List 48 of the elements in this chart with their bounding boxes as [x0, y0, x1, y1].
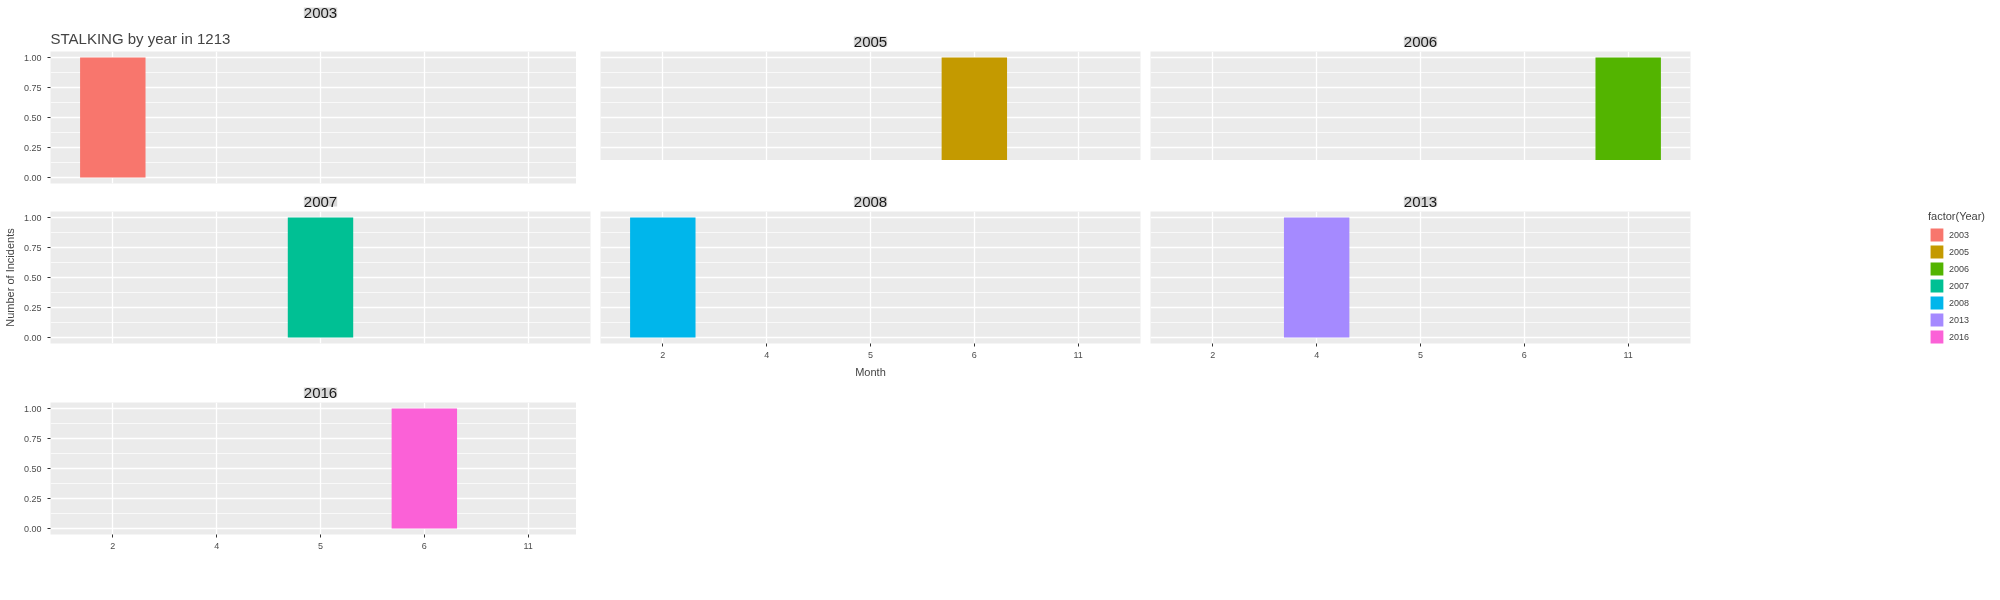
y-tick-label: 1.00 — [23, 52, 42, 63]
y-tick-label: 0.75 — [23, 242, 42, 253]
y-tick-label: 0.25 — [23, 493, 42, 504]
y-tick-label: 0.50 — [23, 272, 42, 283]
y-tick-label: 0.00 — [23, 172, 42, 183]
text: 2003 — [303, 3, 338, 21]
x-axis-title: Month — [855, 365, 886, 378]
x-tick-label: 5 — [868, 349, 874, 360]
y-tick-label: 0.50 — [23, 112, 42, 123]
legend-label: 2013 — [1948, 313, 1969, 327]
y-tick-label: 1.00 — [23, 212, 42, 223]
text: 2008 — [853, 192, 888, 210]
y-tick-label: 0.25 — [23, 302, 42, 313]
text: 2007 — [303, 192, 338, 210]
y-tick-label: 0.00 — [23, 523, 42, 534]
chart-title: STALKING by year in 1213 — [50, 29, 231, 47]
x-tick-label: 4 — [214, 540, 220, 551]
legend-label: 2005 — [1948, 245, 1969, 259]
legend-label: 2006 — [1948, 262, 1969, 276]
legend-label: 2003 — [1948, 228, 1969, 242]
y-tick-label: 0.25 — [23, 142, 42, 153]
x-tick-label: 2 — [660, 349, 666, 360]
text: 2005 — [853, 32, 888, 50]
y-tick-label: 0.75 — [23, 433, 42, 444]
text: 2006 — [1403, 32, 1438, 50]
legend-label: 2016 — [1948, 330, 1969, 344]
text: 2013 — [1403, 192, 1438, 210]
x-tick-label: 11 — [1623, 349, 1633, 360]
y-tick-label: 0.00 — [23, 332, 42, 343]
x-tick-label: 2 — [110, 540, 116, 551]
x-tick-label: 5 — [1418, 349, 1424, 360]
legend-title: factor(Year) — [1927, 209, 1986, 222]
legend-label: 2007 — [1948, 279, 1969, 293]
x-tick-label: 6 — [421, 540, 427, 551]
y-tick-label: 0.75 — [23, 82, 42, 93]
x-tick-label: 6 — [1521, 349, 1527, 360]
x-tick-label: 11 — [1073, 349, 1083, 360]
text: 2016 — [303, 383, 338, 401]
x-tick-label: 11 — [523, 540, 533, 551]
y-tick-label: 1.00 — [23, 403, 42, 414]
x-tick-label: 4 — [764, 349, 770, 360]
y-tick-label: 0.50 — [23, 463, 42, 474]
x-tick-label: 4 — [1314, 349, 1320, 360]
y-axis-title: Number of Incidents — [3, 227, 16, 327]
legend-label: 2008 — [1948, 296, 1969, 310]
x-tick-label: 6 — [971, 349, 977, 360]
x-tick-label: 5 — [318, 540, 324, 551]
x-tick-label: 2 — [1210, 349, 1216, 360]
